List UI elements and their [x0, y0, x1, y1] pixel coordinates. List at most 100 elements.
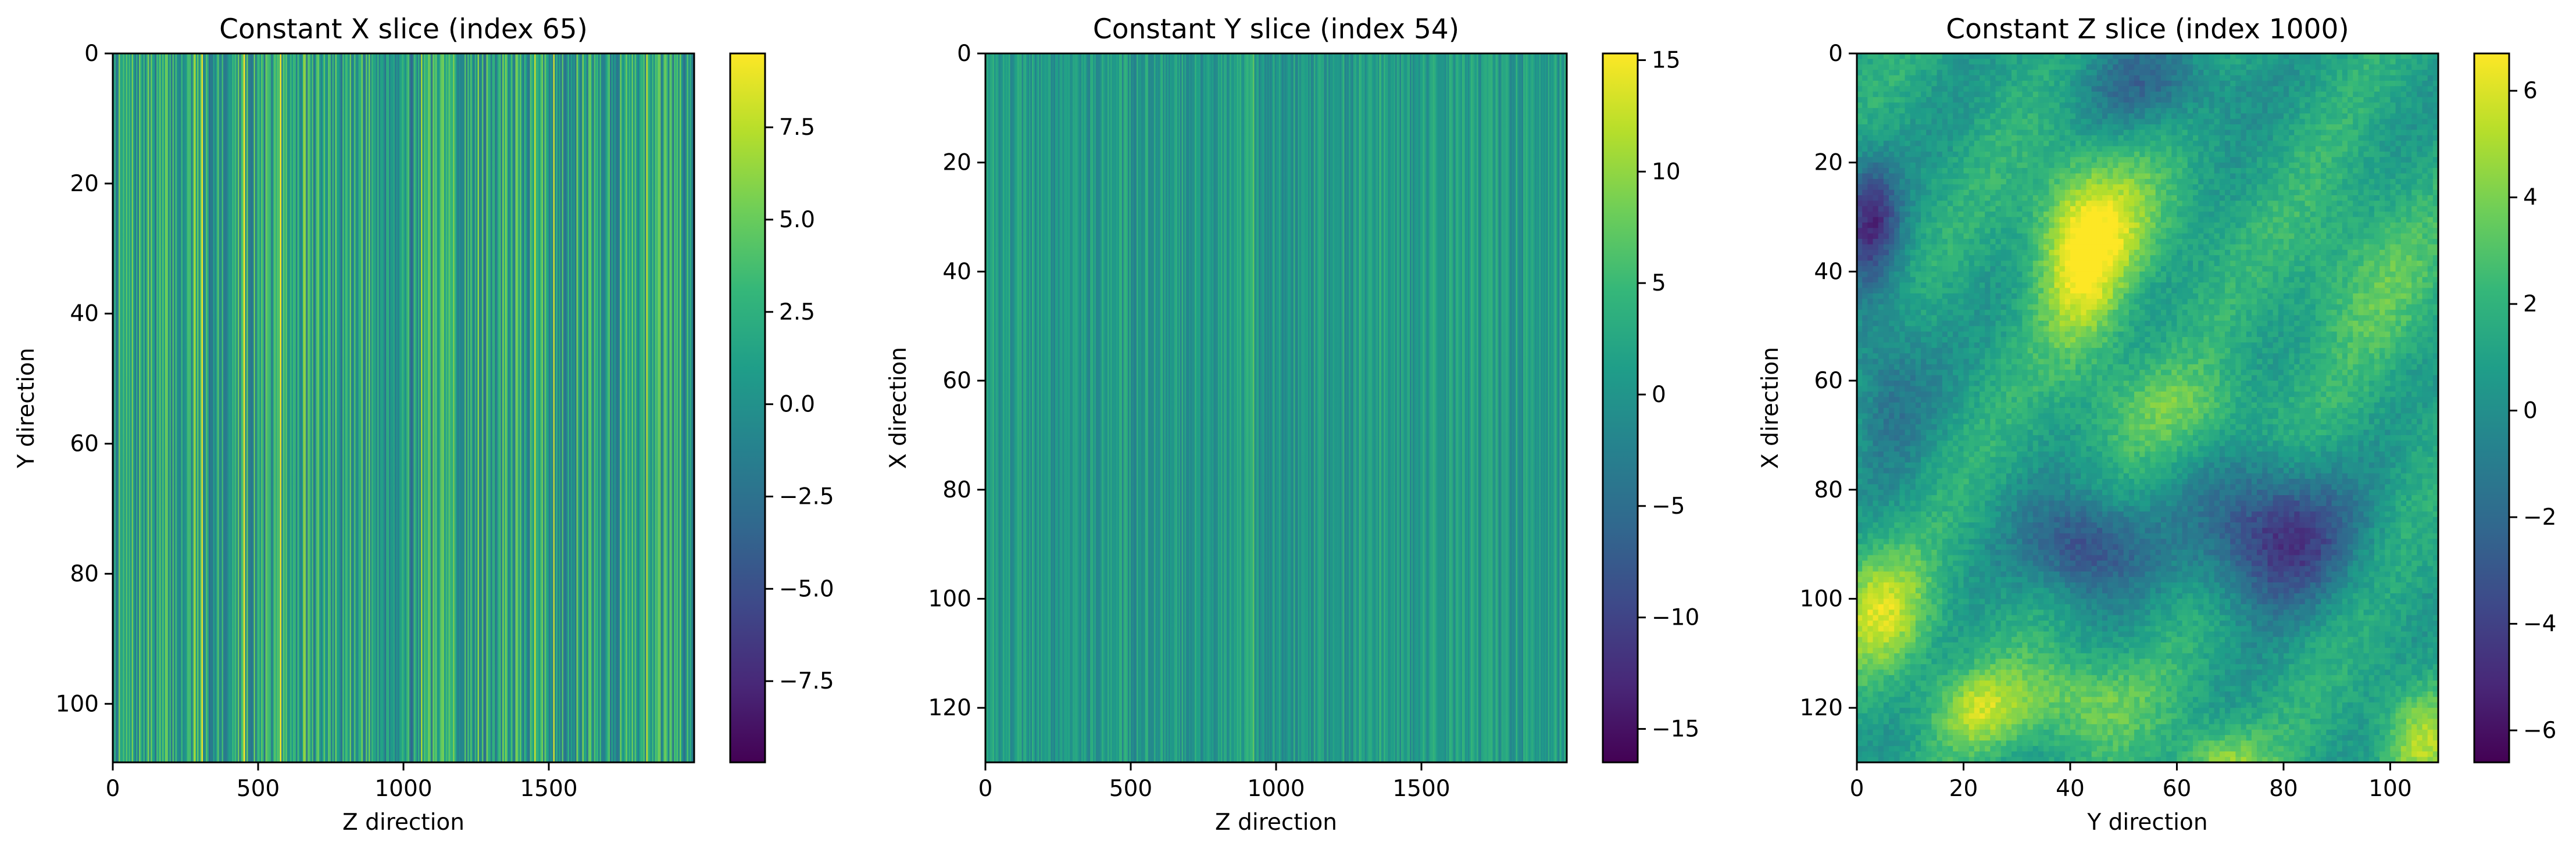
heatmap-cell: [1883, 222, 1889, 228]
heatmap-cell: [2107, 244, 2113, 250]
heatmap-cell: [2043, 200, 2049, 207]
heatmap-cell: [2342, 184, 2348, 191]
heatmap-cell: [2000, 75, 2007, 81]
heatmap-cell: [2262, 80, 2268, 87]
heatmap-cell: [2064, 239, 2071, 245]
heatmap-cell: [2326, 249, 2332, 256]
heatmap-cell: [2422, 244, 2428, 250]
heatmap-cell: [2081, 102, 2087, 109]
heatmap-cell: [2032, 189, 2039, 196]
heatmap-cell: [2262, 86, 2268, 92]
heatmap-cell: [2230, 212, 2236, 218]
heatmap-cell: [2171, 255, 2178, 261]
heatmap-cell: [1963, 195, 1970, 201]
heatmap-cell: [2385, 64, 2391, 70]
heatmap-cell: [2417, 173, 2423, 180]
heatmap-cell: [1910, 130, 1916, 136]
x-tick-label: 1000: [1247, 776, 1305, 802]
heatmap-cell: [2091, 200, 2098, 207]
heatmap-cell: [2417, 97, 2423, 103]
heatmap-cell: [1915, 146, 1921, 152]
heatmap-cell: [2145, 80, 2151, 87]
heatmap-cell: [2299, 59, 2306, 65]
heatmap-cell: [2380, 119, 2385, 125]
heatmap-cell: [1995, 124, 2002, 130]
heatmap-cell: [2054, 97, 2060, 103]
heatmap-cell: [2432, 244, 2439, 250]
heatmap-cell: [2336, 107, 2343, 114]
heatmap-cell: [2128, 222, 2135, 228]
heatmap-cell: [2358, 113, 2364, 120]
heatmap-cell: [2422, 53, 2428, 59]
heatmap-cell: [1857, 244, 1863, 250]
heatmap-cell: [2422, 184, 2428, 191]
heatmap-cell: [2155, 222, 2161, 228]
heatmap-cell: [2171, 151, 2178, 157]
heatmap-cell: [1974, 244, 1980, 250]
heatmap-cell: [2251, 178, 2257, 185]
heatmap-cell: [2022, 80, 2028, 87]
heatmap-cell: [2331, 113, 2338, 120]
heatmap-cell: [1953, 244, 1959, 250]
heatmap-cell: [2177, 217, 2183, 223]
heatmap-cell: [2299, 244, 2306, 250]
heatmap-cell: [1958, 141, 1964, 147]
heatmap-cell: [1883, 53, 1889, 59]
heatmap-cell: [1942, 255, 1948, 261]
heatmap-cell: [2241, 146, 2247, 152]
heatmap-cell: [2417, 151, 2423, 157]
heatmap-cell: [1963, 75, 1970, 81]
heatmap-cell: [2353, 222, 2359, 228]
heatmap-cell: [1867, 228, 1874, 234]
heatmap-cell: [1883, 249, 1889, 256]
heatmap-cell: [2257, 107, 2263, 114]
heatmap-cell: [1963, 130, 1970, 136]
heatmap-cell: [2006, 212, 2012, 218]
heatmap-cell: [2102, 151, 2108, 157]
heatmap-cell: [2022, 151, 2028, 157]
heatmap-cell: [2348, 249, 2353, 256]
heatmap-cell: [2400, 141, 2407, 147]
heatmap-cell: [2049, 195, 2055, 201]
heatmap-cell: [2273, 173, 2279, 180]
heatmap-cell: [1931, 70, 1938, 76]
heatmap-cell: [1985, 157, 1991, 163]
heatmap-cell: [2262, 249, 2268, 256]
heatmap-cell: [2348, 195, 2353, 201]
heatmap-cell: [2086, 244, 2092, 250]
heatmap-cell: [2000, 141, 2007, 147]
heatmap-cell: [2267, 244, 2274, 250]
heatmap-cell: [2225, 233, 2231, 239]
heatmap-cell: [2257, 97, 2263, 103]
heatmap-cell: [2374, 151, 2380, 157]
heatmap-cell: [2006, 200, 2012, 207]
colorbar-tick-label: 0.0: [779, 392, 815, 418]
heatmap-cell: [1947, 135, 1953, 141]
heatmap-cell: [2160, 178, 2167, 185]
heatmap-cell: [2123, 113, 2130, 120]
heatmap-cell: [2321, 124, 2327, 130]
heatmap-cell: [2267, 162, 2274, 169]
heatmap-cell: [2054, 178, 2060, 185]
heatmap-cell: [1910, 113, 1916, 120]
heatmap-cell: [2422, 135, 2428, 141]
heatmap-cell: [2032, 239, 2039, 245]
heatmap-cell: [2257, 168, 2263, 174]
heatmap-cell: [2363, 119, 2370, 125]
heatmap-cell: [2096, 130, 2103, 136]
heatmap-cell: [2315, 102, 2321, 109]
heatmap-cell: [2310, 184, 2316, 191]
heatmap-cell: [2113, 184, 2119, 191]
heatmap-cell: [2321, 80, 2327, 87]
heatmap-cell: [1878, 173, 1884, 180]
heatmap-cell: [2262, 200, 2268, 207]
heatmap-cell: [2075, 217, 2081, 223]
heatmap-cell: [2027, 146, 2034, 152]
heatmap-cell: [2182, 249, 2188, 256]
heatmap-cell: [2139, 86, 2146, 92]
heatmap-cell: [2411, 217, 2417, 223]
heatmap-cell: [2017, 168, 2023, 174]
heatmap-cell: [2171, 217, 2178, 223]
heatmap-cell: [1942, 70, 1948, 76]
heatmap-cell: [2214, 70, 2220, 76]
